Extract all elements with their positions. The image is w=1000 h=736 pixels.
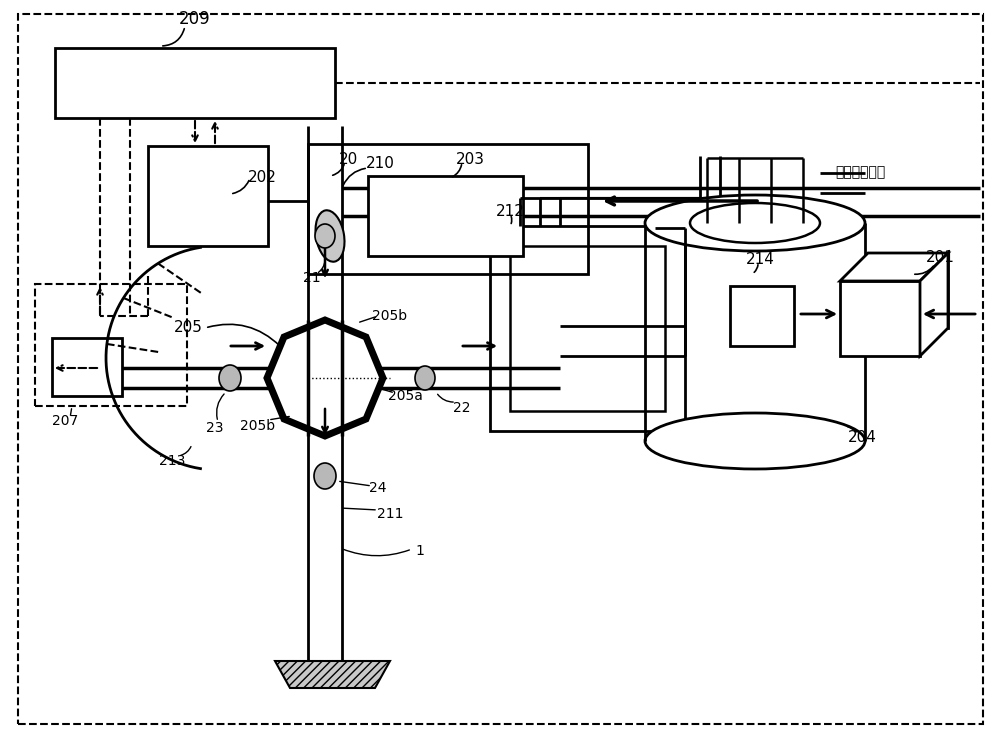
Text: 205a: 205a: [388, 389, 422, 403]
Ellipse shape: [415, 366, 435, 390]
Text: 22: 22: [453, 401, 471, 415]
Text: 23: 23: [206, 421, 224, 435]
Text: 202: 202: [248, 171, 276, 185]
Text: 1: 1: [416, 544, 424, 558]
Text: 20: 20: [338, 152, 358, 166]
Bar: [368, 176, 523, 256]
Text: 液体流动方向: 液体流动方向: [835, 165, 885, 179]
Bar: [510, 246, 665, 411]
Text: 207: 207: [52, 414, 78, 428]
Text: 213: 213: [159, 454, 185, 468]
Text: 209: 209: [179, 10, 211, 28]
Bar: [308, 144, 588, 274]
Bar: [35, 284, 187, 406]
Text: 201: 201: [926, 250, 954, 266]
Text: 24: 24: [369, 481, 387, 495]
Ellipse shape: [219, 365, 241, 391]
Text: 211: 211: [377, 507, 403, 521]
Ellipse shape: [315, 210, 345, 262]
Text: 214: 214: [746, 252, 774, 267]
Text: 204: 204: [848, 431, 876, 445]
Bar: [730, 286, 794, 346]
Bar: [148, 146, 268, 246]
Polygon shape: [868, 253, 948, 328]
Text: 203: 203: [456, 152, 484, 166]
Text: 205: 205: [174, 320, 202, 336]
Polygon shape: [920, 253, 948, 356]
Polygon shape: [267, 320, 383, 436]
Polygon shape: [840, 281, 920, 356]
Ellipse shape: [645, 413, 865, 469]
Bar: [55, 48, 335, 118]
Text: 21: 21: [303, 271, 321, 285]
Bar: [490, 226, 685, 431]
Polygon shape: [275, 661, 390, 688]
Bar: [52, 338, 122, 396]
Text: 210: 210: [366, 155, 394, 171]
Polygon shape: [840, 253, 948, 281]
Ellipse shape: [690, 203, 820, 243]
Text: 212: 212: [496, 203, 524, 219]
Ellipse shape: [645, 195, 865, 251]
Ellipse shape: [314, 463, 336, 489]
Text: 205b: 205b: [372, 309, 408, 323]
Ellipse shape: [315, 224, 335, 248]
Text: 205b: 205b: [240, 419, 276, 433]
